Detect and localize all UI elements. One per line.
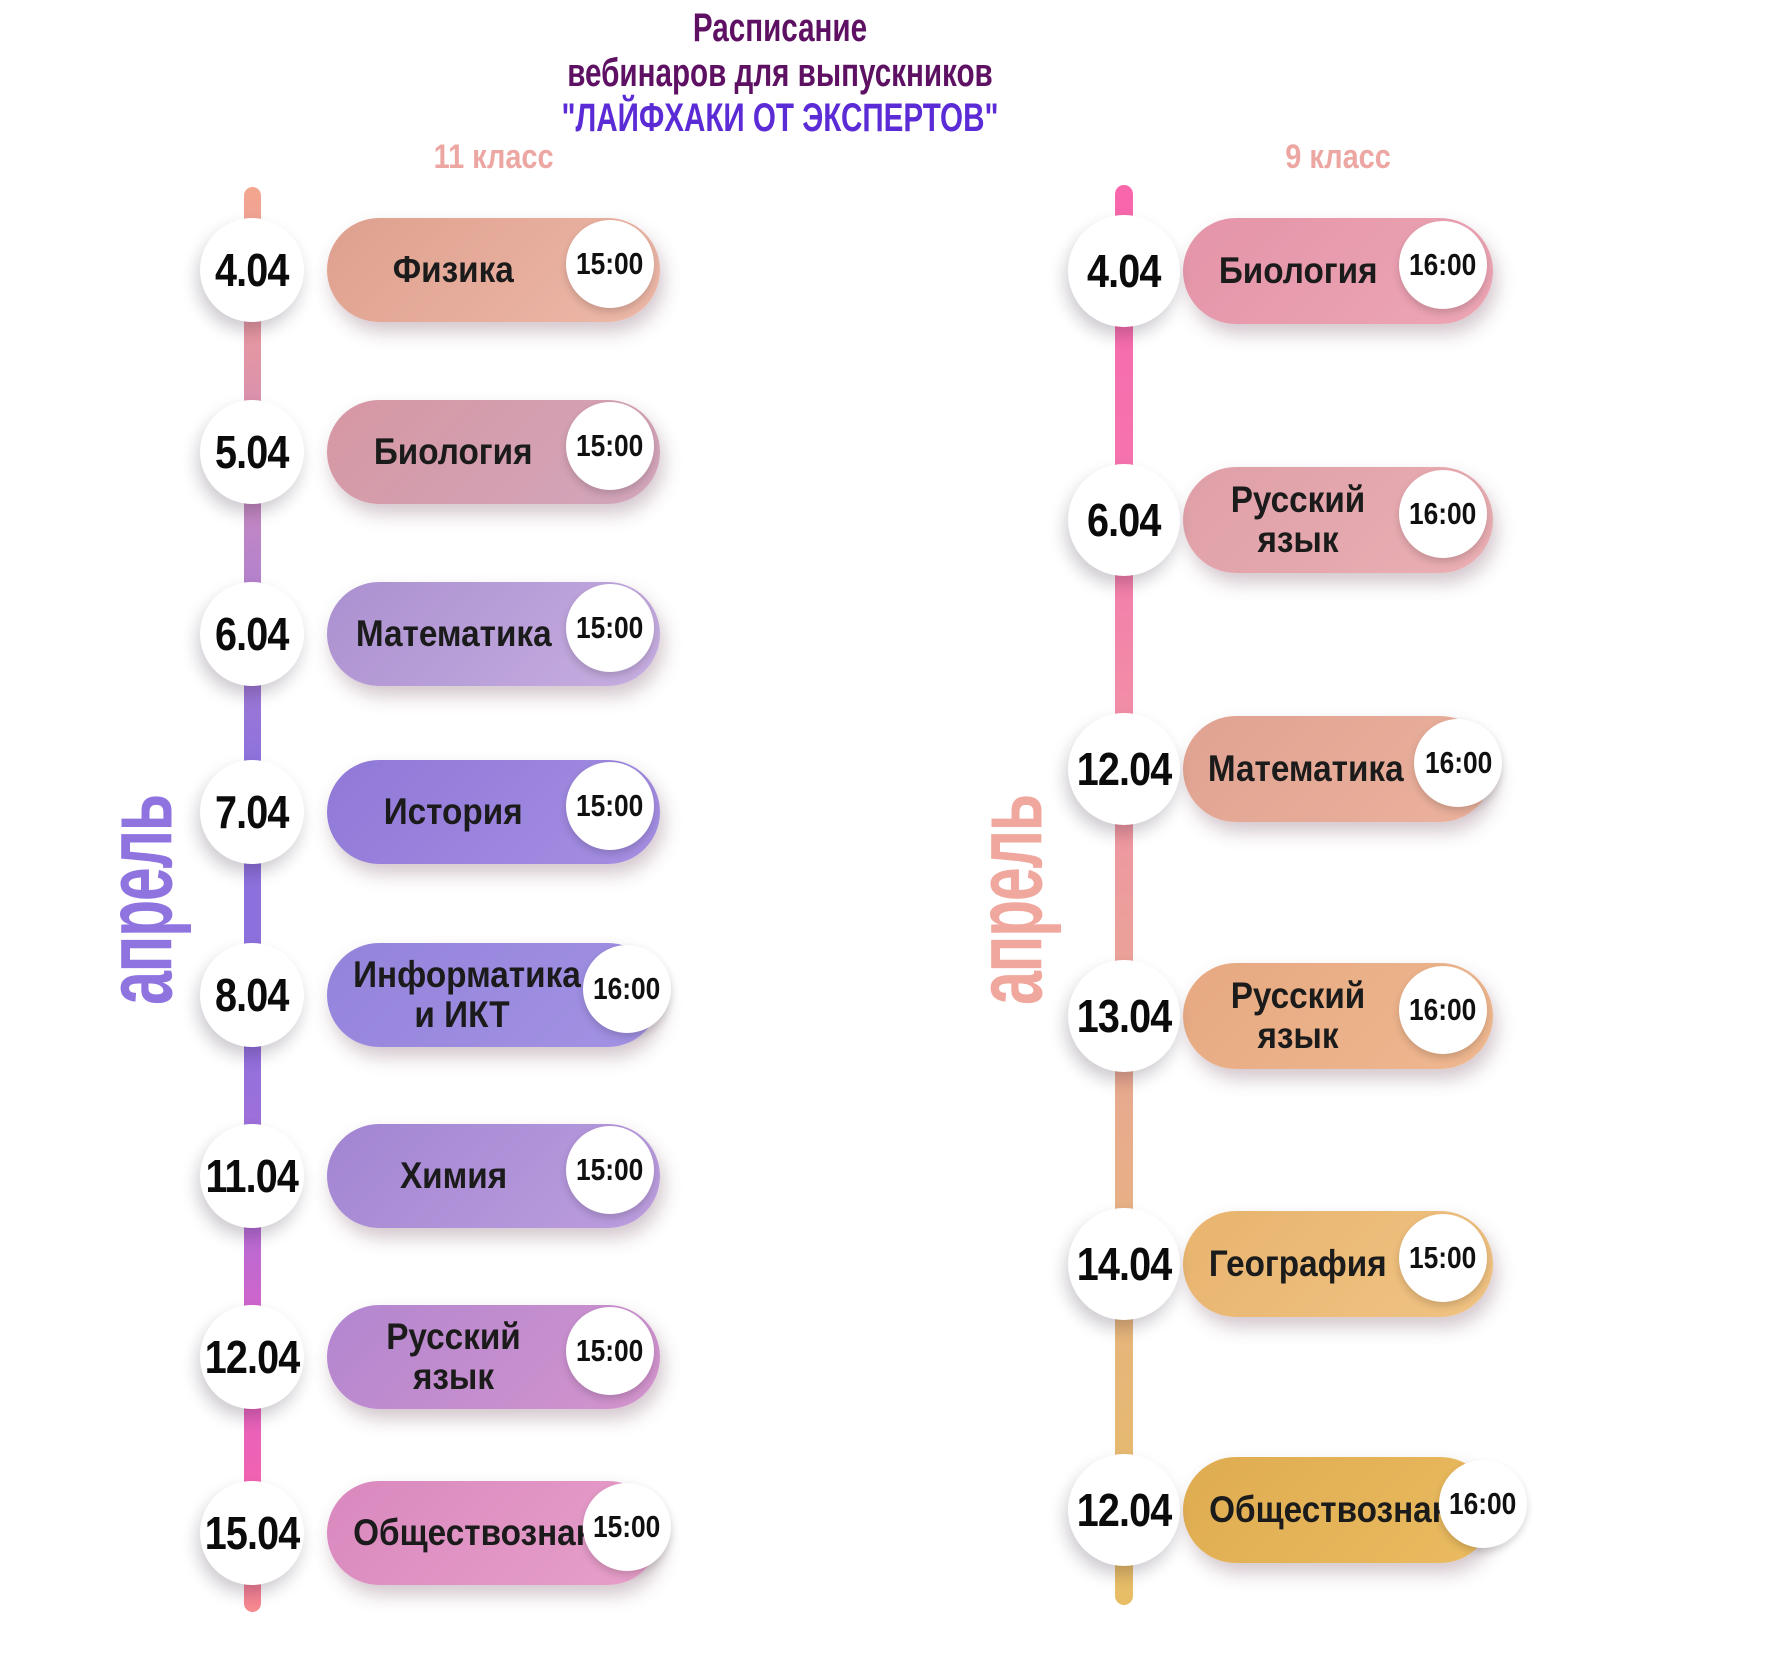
subject-label: История: [384, 791, 523, 832]
date-circle: 4.04: [1068, 215, 1180, 327]
webinar-pill: Химия 15:00: [327, 1124, 660, 1228]
date-label: 12.04: [204, 1331, 301, 1383]
time-circle: 16:00: [1399, 221, 1487, 309]
class-9-header-label: 9 класс: [1285, 138, 1391, 176]
subject-label: Русский язык: [1230, 479, 1366, 560]
subject-label: Русский язык: [1230, 975, 1366, 1056]
date-label: 14.04: [1076, 1238, 1173, 1290]
date-circle: 12.04: [1068, 1454, 1180, 1566]
date-label: 6.04: [1087, 494, 1161, 546]
time-label: 15:00: [1409, 1240, 1477, 1275]
time-label: 16:00: [1424, 745, 1493, 780]
date-label: 4.04: [1087, 245, 1161, 297]
time-label: 16:00: [1409, 992, 1477, 1027]
subject-label: Физика: [392, 249, 515, 290]
class-9-header: 9 класс: [1183, 138, 1493, 177]
date-circle: 12.04: [1068, 713, 1180, 825]
time-label: 15:00: [576, 788, 644, 823]
date-circle: 12.04: [200, 1305, 304, 1409]
date-label: 12.04: [1076, 743, 1173, 795]
time-label: 16:00: [1409, 247, 1477, 282]
webinar-pill: Обществознание 16:00: [1183, 1457, 1527, 1563]
time-circle: 16:00: [1414, 719, 1503, 807]
webinar-pill: География 15:00: [1183, 1211, 1493, 1317]
date-label: 13.04: [1076, 990, 1173, 1042]
subject-label: Обществознание: [1209, 1489, 1491, 1530]
date-label: 5.04: [215, 426, 289, 478]
date-circle: 5.04: [200, 400, 304, 504]
webinar-pill: Физика 15:00: [327, 218, 660, 322]
date-circle: 11.04: [200, 1124, 304, 1228]
webinar-pill: Русский язык 16:00: [1183, 963, 1493, 1069]
time-label: 15:00: [576, 1333, 644, 1368]
subject-label: Обществознание: [353, 1512, 635, 1553]
time-circle: 15:00: [566, 1126, 654, 1214]
subject-label: Химия: [399, 1155, 508, 1196]
subject-label: География: [1209, 1243, 1387, 1284]
webinar-pill: Математика 15:00: [327, 582, 660, 686]
date-label: 12.04: [1076, 1484, 1173, 1536]
webinar-pill: Обществознание 15:00: [327, 1481, 671, 1585]
date-label: 4.04: [215, 244, 289, 296]
time-circle: 15:00: [566, 1307, 654, 1395]
page-title: Расписание вебинаров для выпускников "ЛА…: [380, 6, 1180, 141]
time-label: 15:00: [576, 1152, 644, 1187]
time-circle: 15:00: [566, 402, 654, 490]
time-circle: 16:00: [583, 945, 671, 1033]
time-circle: 15:00: [566, 584, 654, 672]
subject-label: Русский язык: [386, 1316, 521, 1397]
time-label: 15:00: [593, 1509, 661, 1544]
date-circle: 4.04: [200, 218, 304, 322]
time-label: 15:00: [576, 428, 644, 463]
date-label: 6.04: [215, 608, 289, 660]
webinar-pill: Биология 16:00: [1183, 218, 1493, 324]
time-circle: 15:00: [1399, 1214, 1487, 1302]
page-title-line-1: Расписание: [692, 6, 868, 50]
date-circle: 13.04: [1068, 960, 1180, 1072]
class-11-header: 11 класс: [327, 138, 660, 177]
date-circle: 15.04: [200, 1481, 304, 1585]
date-label: 15.04: [204, 1507, 301, 1559]
time-circle: 15:00: [566, 220, 654, 308]
subject-label: Математика: [1207, 748, 1404, 789]
date-label: 8.04: [215, 969, 289, 1021]
month-label-april-left: апрель: [86, 795, 193, 1005]
timeline-bar-class-9: [1115, 185, 1133, 1605]
timeline-bar-class-11: [243, 187, 261, 1612]
subject-label: Информатика и ИКТ: [353, 954, 581, 1035]
subject-label: Математика: [355, 613, 552, 654]
webinar-pill: Русский язык 15:00: [327, 1305, 660, 1409]
page-title-line-2: вебинаров для выпускников: [567, 51, 993, 95]
page-title-line-3: "ЛАЙФХАКИ ОТ ЭКСПЕРТОВ": [561, 96, 999, 140]
subject-label: Биология: [1218, 250, 1378, 291]
webinar-pill: Информатика и ИКТ 16:00: [327, 943, 671, 1047]
class-11-header-label: 11 класс: [433, 138, 554, 176]
time-circle: 16:00: [1399, 470, 1487, 558]
time-label: 16:00: [1449, 1486, 1517, 1521]
time-circle: 16:00: [1439, 1460, 1527, 1548]
webinar-pill: Математика 16:00: [1183, 716, 1503, 822]
date-circle: 6.04: [1068, 464, 1180, 576]
date-circle: 6.04: [200, 582, 304, 686]
time-label: 16:00: [1409, 496, 1477, 531]
subject-label: Биология: [374, 431, 533, 472]
time-label: 15:00: [576, 246, 644, 281]
date-circle: 14.04: [1068, 1208, 1180, 1320]
date-circle: 7.04: [200, 760, 304, 864]
time-circle: 15:00: [566, 762, 654, 850]
webinar-pill: История 15:00: [327, 760, 660, 864]
date-label: 11.04: [205, 1150, 299, 1202]
date-circle: 8.04: [200, 943, 304, 1047]
time-circle: 15:00: [583, 1483, 671, 1571]
time-circle: 16:00: [1399, 966, 1487, 1054]
webinar-pill: Русский язык 16:00: [1183, 467, 1493, 573]
month-label-april-right: апрель: [956, 795, 1063, 1005]
time-label: 16:00: [593, 971, 661, 1006]
webinar-pill: Биология 15:00: [327, 400, 660, 504]
time-label: 15:00: [576, 610, 644, 645]
date-label: 7.04: [215, 786, 289, 838]
